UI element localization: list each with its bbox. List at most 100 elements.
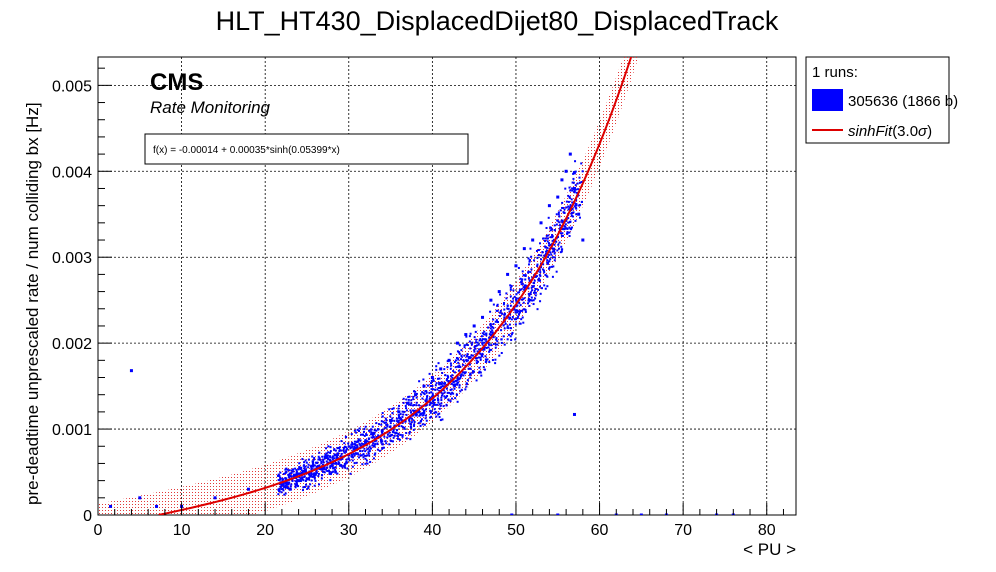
data-point bbox=[572, 177, 575, 180]
data-point bbox=[475, 379, 478, 382]
data-point bbox=[327, 461, 330, 464]
data-point bbox=[341, 466, 344, 469]
data-point bbox=[284, 468, 287, 471]
data-point bbox=[334, 470, 337, 473]
data-point bbox=[500, 351, 503, 354]
data-point bbox=[533, 259, 536, 262]
data-point bbox=[520, 283, 523, 286]
data-point bbox=[437, 387, 440, 390]
data-point bbox=[517, 301, 520, 304]
data-point bbox=[438, 403, 441, 406]
data-point bbox=[155, 504, 159, 508]
data-point bbox=[397, 414, 400, 417]
legend-fit-label: sinhFit(3.0σ) bbox=[848, 123, 932, 140]
data-point bbox=[307, 473, 310, 476]
data-point bbox=[368, 450, 371, 453]
data-point bbox=[423, 409, 426, 412]
data-point bbox=[552, 238, 555, 241]
data-point bbox=[481, 352, 484, 355]
data-point bbox=[331, 456, 334, 459]
data-point bbox=[492, 318, 495, 321]
data-point bbox=[371, 436, 374, 439]
data-point bbox=[287, 487, 290, 490]
data-point bbox=[559, 251, 562, 254]
data-point bbox=[414, 394, 417, 397]
data-point bbox=[576, 182, 579, 185]
data-point bbox=[521, 316, 524, 319]
data-point bbox=[422, 384, 426, 388]
data-point bbox=[499, 293, 502, 296]
data-point bbox=[534, 294, 537, 297]
data-point bbox=[574, 219, 577, 222]
data-point bbox=[407, 398, 410, 401]
data-point bbox=[358, 429, 361, 432]
data-point bbox=[460, 388, 463, 391]
data-point bbox=[424, 414, 427, 417]
data-point bbox=[440, 396, 443, 399]
data-point bbox=[432, 388, 435, 391]
data-point bbox=[488, 349, 491, 352]
data-point bbox=[390, 440, 393, 443]
data-point bbox=[401, 434, 404, 437]
data-point bbox=[571, 212, 574, 215]
data-point bbox=[509, 335, 512, 338]
data-point bbox=[568, 231, 571, 234]
data-point bbox=[412, 390, 415, 393]
data-point bbox=[294, 474, 297, 477]
data-point bbox=[329, 465, 332, 468]
data-point bbox=[424, 404, 427, 407]
data-point bbox=[403, 427, 406, 430]
data-point bbox=[444, 382, 447, 385]
data-point bbox=[412, 398, 415, 401]
data-point bbox=[279, 478, 282, 481]
data-point bbox=[477, 343, 480, 346]
data-point bbox=[458, 352, 461, 355]
data-point bbox=[474, 347, 477, 350]
data-point bbox=[310, 473, 313, 476]
data-point bbox=[515, 293, 518, 296]
data-point bbox=[288, 487, 292, 491]
data-point bbox=[453, 384, 456, 387]
data-point bbox=[290, 472, 293, 475]
data-point bbox=[571, 189, 574, 192]
data-point bbox=[509, 286, 512, 289]
data-point bbox=[549, 229, 552, 232]
data-point bbox=[430, 401, 433, 404]
data-point bbox=[422, 392, 425, 395]
data-point bbox=[577, 212, 580, 215]
data-point bbox=[351, 445, 354, 448]
data-point bbox=[484, 338, 487, 341]
data-point bbox=[571, 181, 574, 184]
data-point bbox=[366, 462, 369, 465]
data-point bbox=[353, 462, 356, 465]
data-point bbox=[475, 359, 478, 362]
data-point bbox=[473, 346, 476, 349]
data-point bbox=[501, 312, 504, 315]
data-point bbox=[310, 468, 313, 471]
data-point bbox=[568, 226, 571, 229]
data-point bbox=[430, 415, 433, 418]
data-point bbox=[327, 458, 330, 461]
data-point bbox=[351, 443, 354, 446]
data-point bbox=[435, 365, 438, 368]
data-point bbox=[550, 265, 553, 268]
data-point bbox=[304, 480, 307, 483]
data-point bbox=[398, 415, 401, 418]
data-point bbox=[547, 216, 550, 219]
data-point bbox=[536, 263, 539, 266]
data-point bbox=[401, 421, 404, 424]
data-point bbox=[546, 237, 549, 240]
data-point bbox=[506, 272, 510, 276]
data-point bbox=[568, 235, 571, 238]
data-point bbox=[484, 355, 487, 358]
data-point bbox=[473, 350, 476, 353]
data-point bbox=[507, 327, 510, 330]
data-point bbox=[395, 429, 398, 432]
data-point bbox=[399, 433, 402, 436]
data-point bbox=[408, 403, 411, 406]
data-point bbox=[529, 291, 532, 294]
data-point bbox=[572, 412, 576, 416]
data-point bbox=[313, 477, 316, 480]
data-point bbox=[285, 483, 288, 486]
data-point bbox=[296, 472, 299, 475]
